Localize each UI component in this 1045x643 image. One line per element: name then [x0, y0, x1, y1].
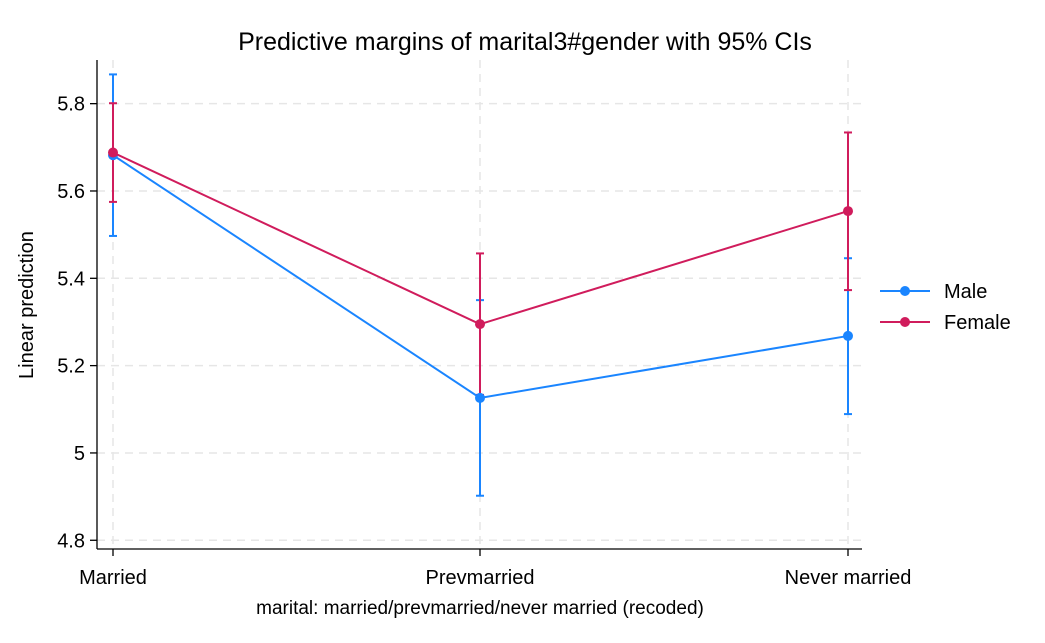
legend-marker: [900, 317, 910, 327]
data-point: [108, 147, 118, 158]
y-tick-label: 5.6: [57, 181, 85, 203]
y-tick-label: 5.8: [57, 94, 85, 116]
chart-title: Predictive margins of marital3#gender wi…: [238, 28, 812, 56]
y-axis-ticks: 4.8 5 5.2 5.4 5.6 5.8: [57, 94, 97, 552]
legend: Male Female: [880, 281, 1011, 334]
data-point: [843, 206, 853, 217]
legend-label: Male: [944, 281, 987, 303]
data-point: [475, 319, 485, 330]
y-tick-label: 5.2: [57, 356, 85, 378]
legend-label: Female: [944, 312, 1011, 334]
data-point: [475, 392, 485, 403]
x-axis-label: marital: married/prevmarried/never marri…: [256, 598, 704, 619]
x-tick-label: Never married: [785, 567, 912, 589]
series-layer: [108, 73, 853, 497]
y-tick-label: 5.4: [57, 268, 85, 290]
y-axis-label: Linear prediction: [16, 231, 38, 379]
legend-marker: [900, 286, 910, 296]
x-tick-label: Married: [79, 567, 147, 589]
x-tick-label: Prevmarried: [426, 567, 535, 589]
data-point: [843, 330, 853, 341]
y-tick-label: 4.8: [57, 530, 85, 552]
y-tick-label: 5: [74, 443, 85, 465]
x-axis-ticks: Married Prevmarried Never married: [79, 549, 911, 589]
series-line-group-female: [108, 147, 853, 330]
